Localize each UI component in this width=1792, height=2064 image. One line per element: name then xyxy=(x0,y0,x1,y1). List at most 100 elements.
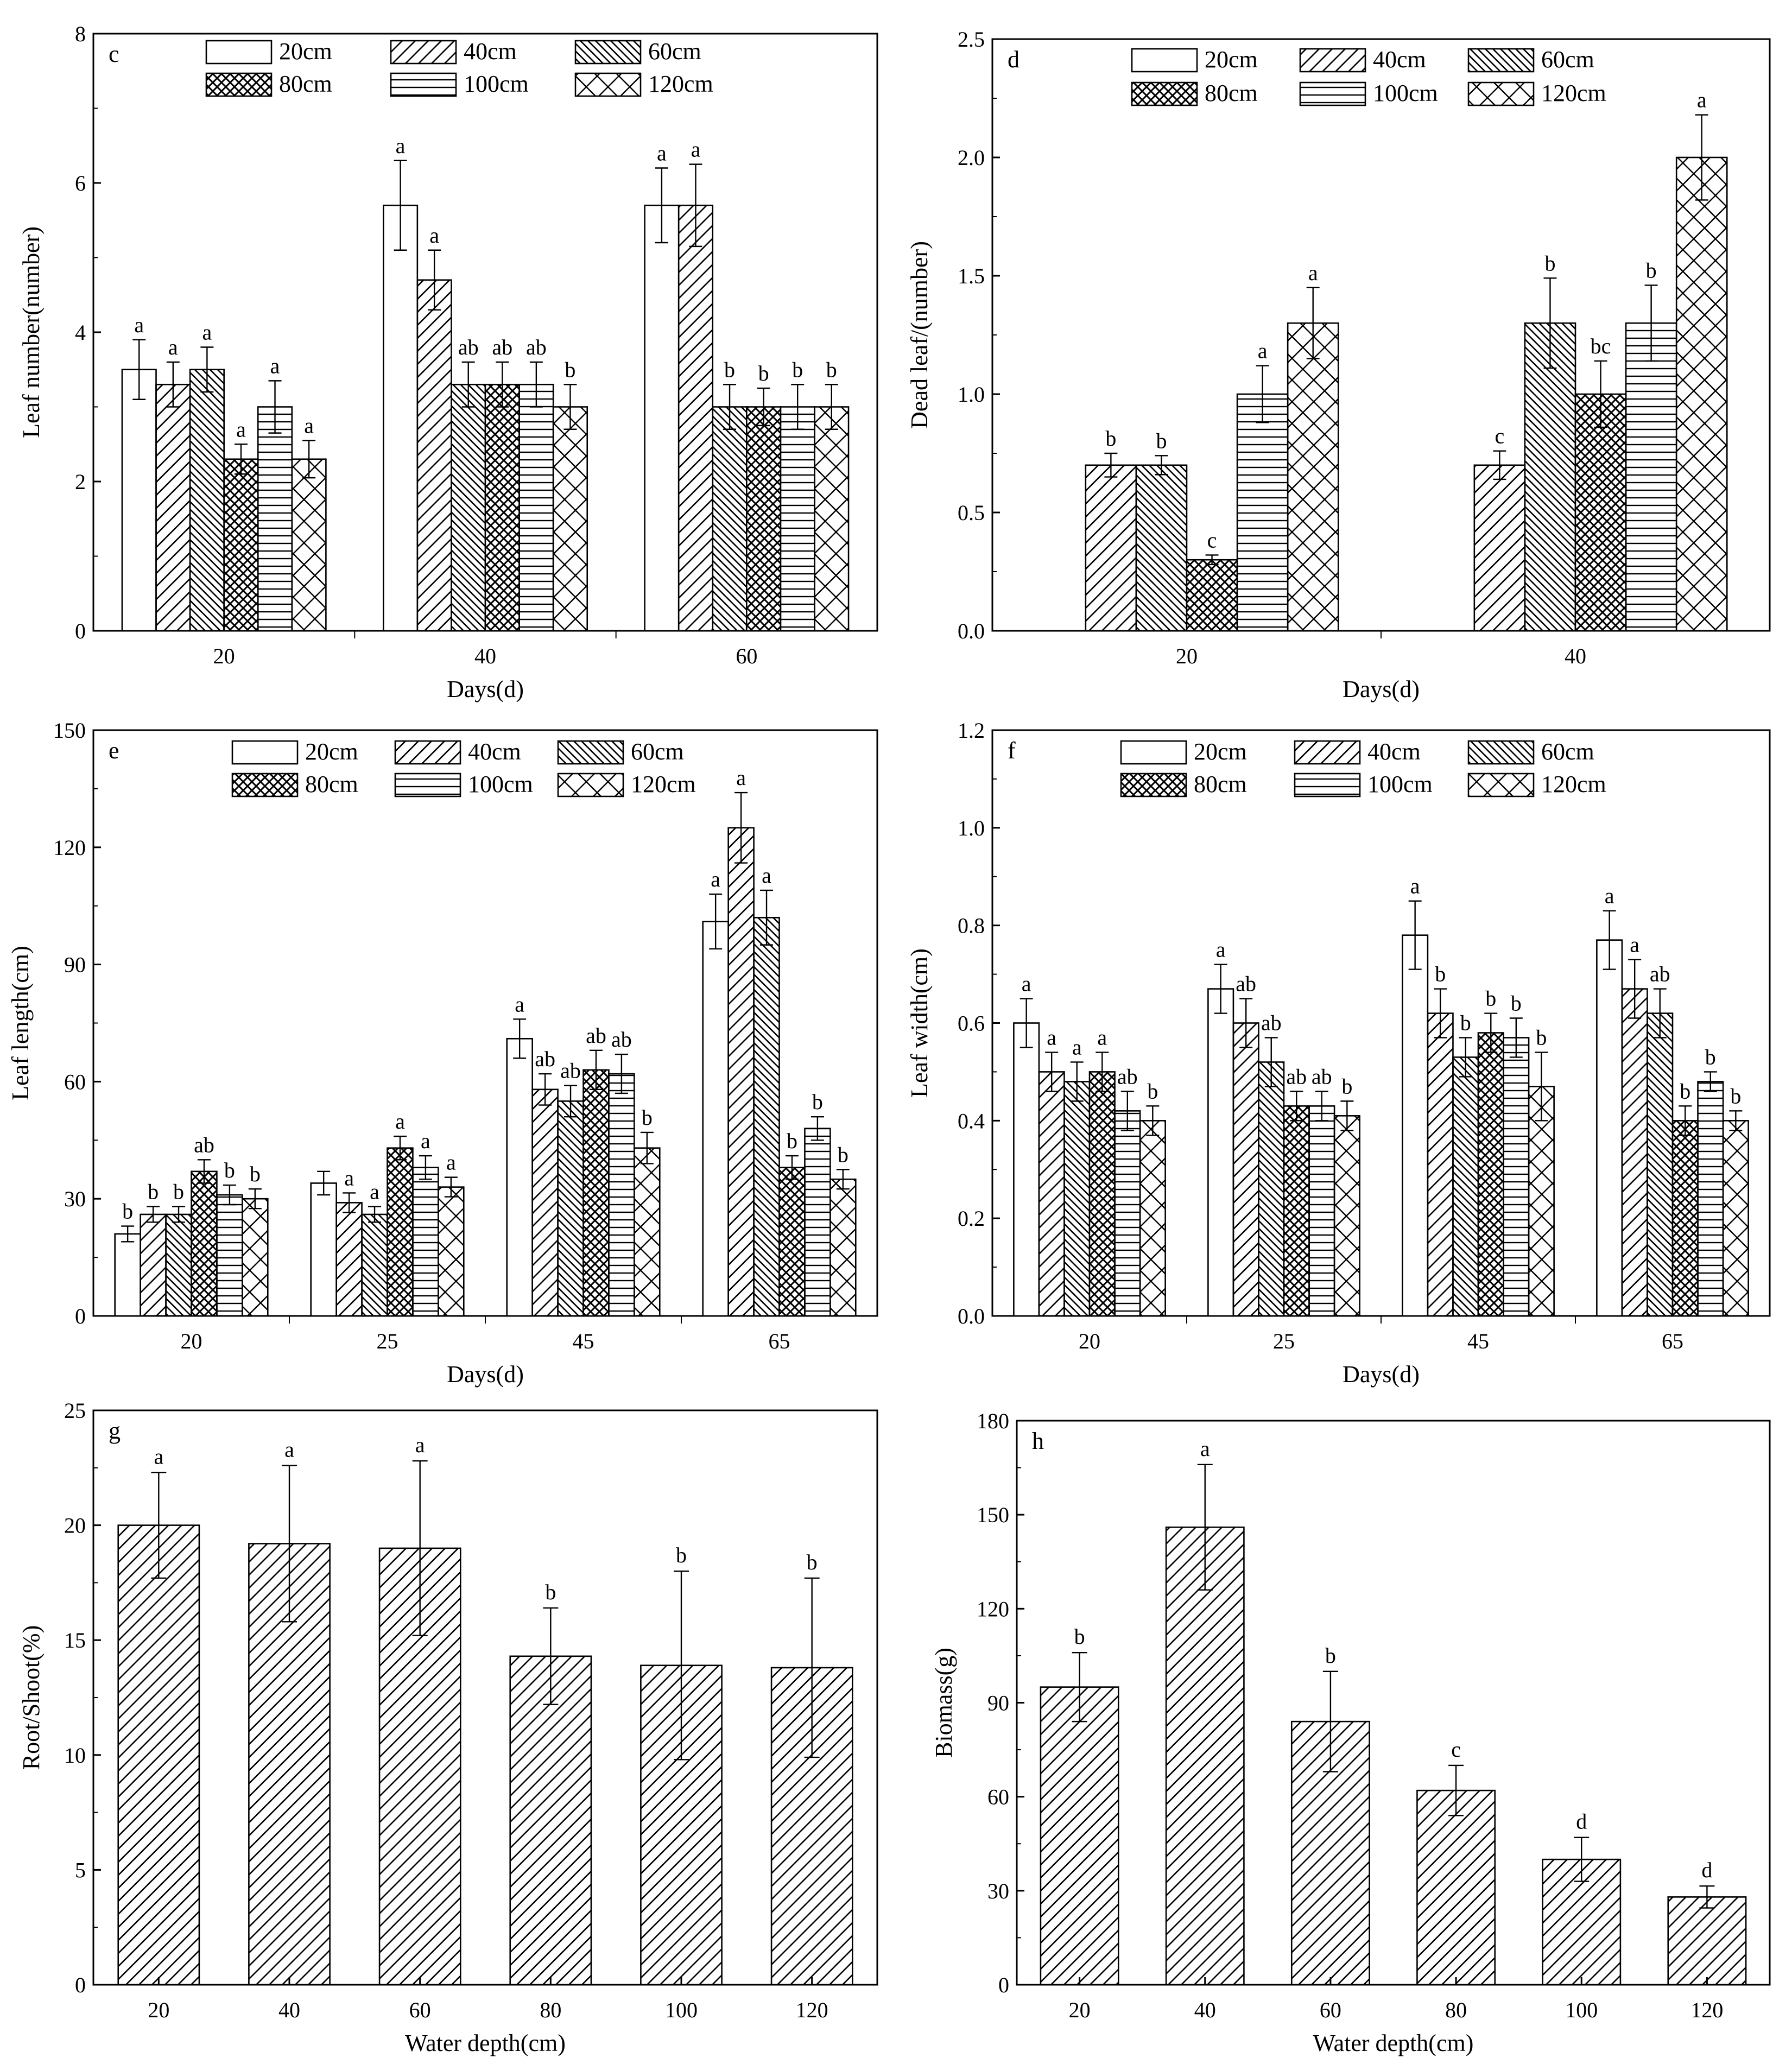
y-tick-label: 5 xyxy=(75,1858,86,1882)
bar xyxy=(114,1233,141,1317)
significance-label: a xyxy=(168,335,178,359)
legend-swatch xyxy=(1299,48,1366,73)
bar xyxy=(1503,1037,1530,1317)
bar xyxy=(506,1037,533,1317)
bar xyxy=(1287,322,1339,632)
panel-label: h xyxy=(1032,1428,1044,1454)
bar xyxy=(702,921,729,1317)
y-tick-label: 15 xyxy=(64,1628,86,1653)
y-axis-label: Root/Shoot(%) xyxy=(18,1625,45,1770)
x-tick-label: 45 xyxy=(573,1329,594,1353)
legend-label: 100cm xyxy=(468,771,533,797)
significance-label: b xyxy=(1156,428,1167,453)
panel-d: 0.0 0.5 1.0 1.5 2.0 2.5 Dead leaf/(number) d Day… xyxy=(906,27,1771,702)
significance-label: a xyxy=(1047,1025,1056,1049)
x-tick-label: 40 xyxy=(278,1998,300,2022)
x-tick-label: 60 xyxy=(409,1998,431,2022)
significance-label: a xyxy=(236,417,246,441)
bar xyxy=(140,1213,167,1317)
significance-label: b xyxy=(807,1550,818,1574)
significance-label: a xyxy=(691,137,701,162)
y-tick-label: 1.0 xyxy=(958,382,985,407)
bar xyxy=(438,1186,465,1317)
bar xyxy=(1165,1526,1245,1986)
significance-label: ab xyxy=(1650,962,1670,986)
bar xyxy=(1675,156,1728,632)
bar xyxy=(644,204,680,632)
legend-label: 60cm xyxy=(631,738,684,765)
y-tick-label: 0.2 xyxy=(958,1206,985,1231)
bar xyxy=(1283,1105,1310,1317)
significance-label: a xyxy=(657,141,667,166)
panel-label: d xyxy=(1008,46,1020,73)
panel-label: g xyxy=(109,1417,121,1444)
y-tick-label: 20 xyxy=(64,1514,86,1538)
bar xyxy=(165,1213,192,1317)
significance-label: b xyxy=(224,1158,235,1182)
significance-label: ab xyxy=(1117,1064,1138,1088)
legend-swatch xyxy=(1467,48,1535,73)
bar xyxy=(1528,1086,1555,1317)
legend-label: 80cm xyxy=(279,71,332,97)
significance-label: a xyxy=(304,413,314,438)
significance-label: ab xyxy=(526,335,547,359)
significance-label: b xyxy=(1705,1044,1716,1069)
bar xyxy=(582,1069,610,1317)
legend-label: 40cm xyxy=(1367,738,1421,765)
x-tick-label: 100 xyxy=(1565,1998,1598,2022)
significance-label: c xyxy=(1495,424,1504,448)
x-tick-label: 25 xyxy=(377,1329,398,1353)
significance-label: a xyxy=(154,1444,163,1468)
significance-label: b xyxy=(1147,1079,1158,1103)
significance-label: a xyxy=(344,1166,354,1190)
legend-label: 100cm xyxy=(1367,771,1433,797)
bar xyxy=(677,204,714,632)
bar xyxy=(1671,1120,1699,1317)
significance-label: b xyxy=(1511,991,1522,1016)
bar xyxy=(223,458,259,632)
bar xyxy=(1697,1081,1724,1317)
panel-f: 0.0 0.2 0.4 0.6 0.8 1.0 1.2 Leaf width(cm) f Days… xyxy=(906,718,1771,1388)
bar xyxy=(1477,1032,1504,1317)
legend-label: 80cm xyxy=(305,771,358,797)
significance-label: a xyxy=(1605,884,1614,908)
significance-label: a xyxy=(421,1129,430,1153)
x-tick-label: 120 xyxy=(1690,1998,1723,2022)
legend-swatch xyxy=(231,740,299,765)
bar xyxy=(155,383,191,632)
legend-label: 120cm xyxy=(648,71,713,97)
bar xyxy=(1236,393,1289,632)
legend-swatch xyxy=(1467,773,1535,797)
significance-label: b xyxy=(1536,1025,1547,1049)
legend-swatch xyxy=(1467,740,1535,765)
legend: 20cm 40cm 60cm 80cm 100cm 120cm xyxy=(231,738,696,797)
panel-h: 0 30 60 90 120 150 180 Biomass(g) h Water depth(c… xyxy=(930,1409,1771,2056)
significance-label: a xyxy=(134,313,144,337)
bar xyxy=(804,1128,831,1317)
significance-label: c xyxy=(1451,1737,1461,1762)
legend-label: 100cm xyxy=(1373,80,1438,106)
significance-label: b xyxy=(724,357,735,382)
significance-label: b xyxy=(545,1580,556,1604)
legend-label: 80cm xyxy=(1205,80,1258,106)
bar xyxy=(1207,988,1234,1317)
x-axis-label: Days(d) xyxy=(1343,1361,1420,1388)
bar xyxy=(335,1202,363,1317)
significance-label: a xyxy=(270,353,280,378)
legend-swatch xyxy=(1120,773,1187,797)
significance-label: b xyxy=(122,1199,133,1224)
x-tick-label: 20 xyxy=(1069,1998,1091,2022)
significance-label: ab xyxy=(560,1059,581,1083)
significance-label: b xyxy=(758,361,769,385)
legend-label: 80cm xyxy=(1194,771,1247,797)
bar xyxy=(1621,988,1648,1317)
y-tick-label: 10 xyxy=(64,1743,86,1768)
legend: 20cm 40cm 60cm 80cm 100cm 120cm xyxy=(1120,738,1606,797)
x-axis-label: Days(d) xyxy=(447,1361,524,1388)
y-tick-label: 0 xyxy=(75,1973,86,1997)
x-tick-label: 45 xyxy=(1467,1329,1489,1353)
significance-label: a xyxy=(1022,972,1031,996)
legend-label: 60cm xyxy=(1541,738,1594,765)
bar xyxy=(1063,1081,1091,1317)
